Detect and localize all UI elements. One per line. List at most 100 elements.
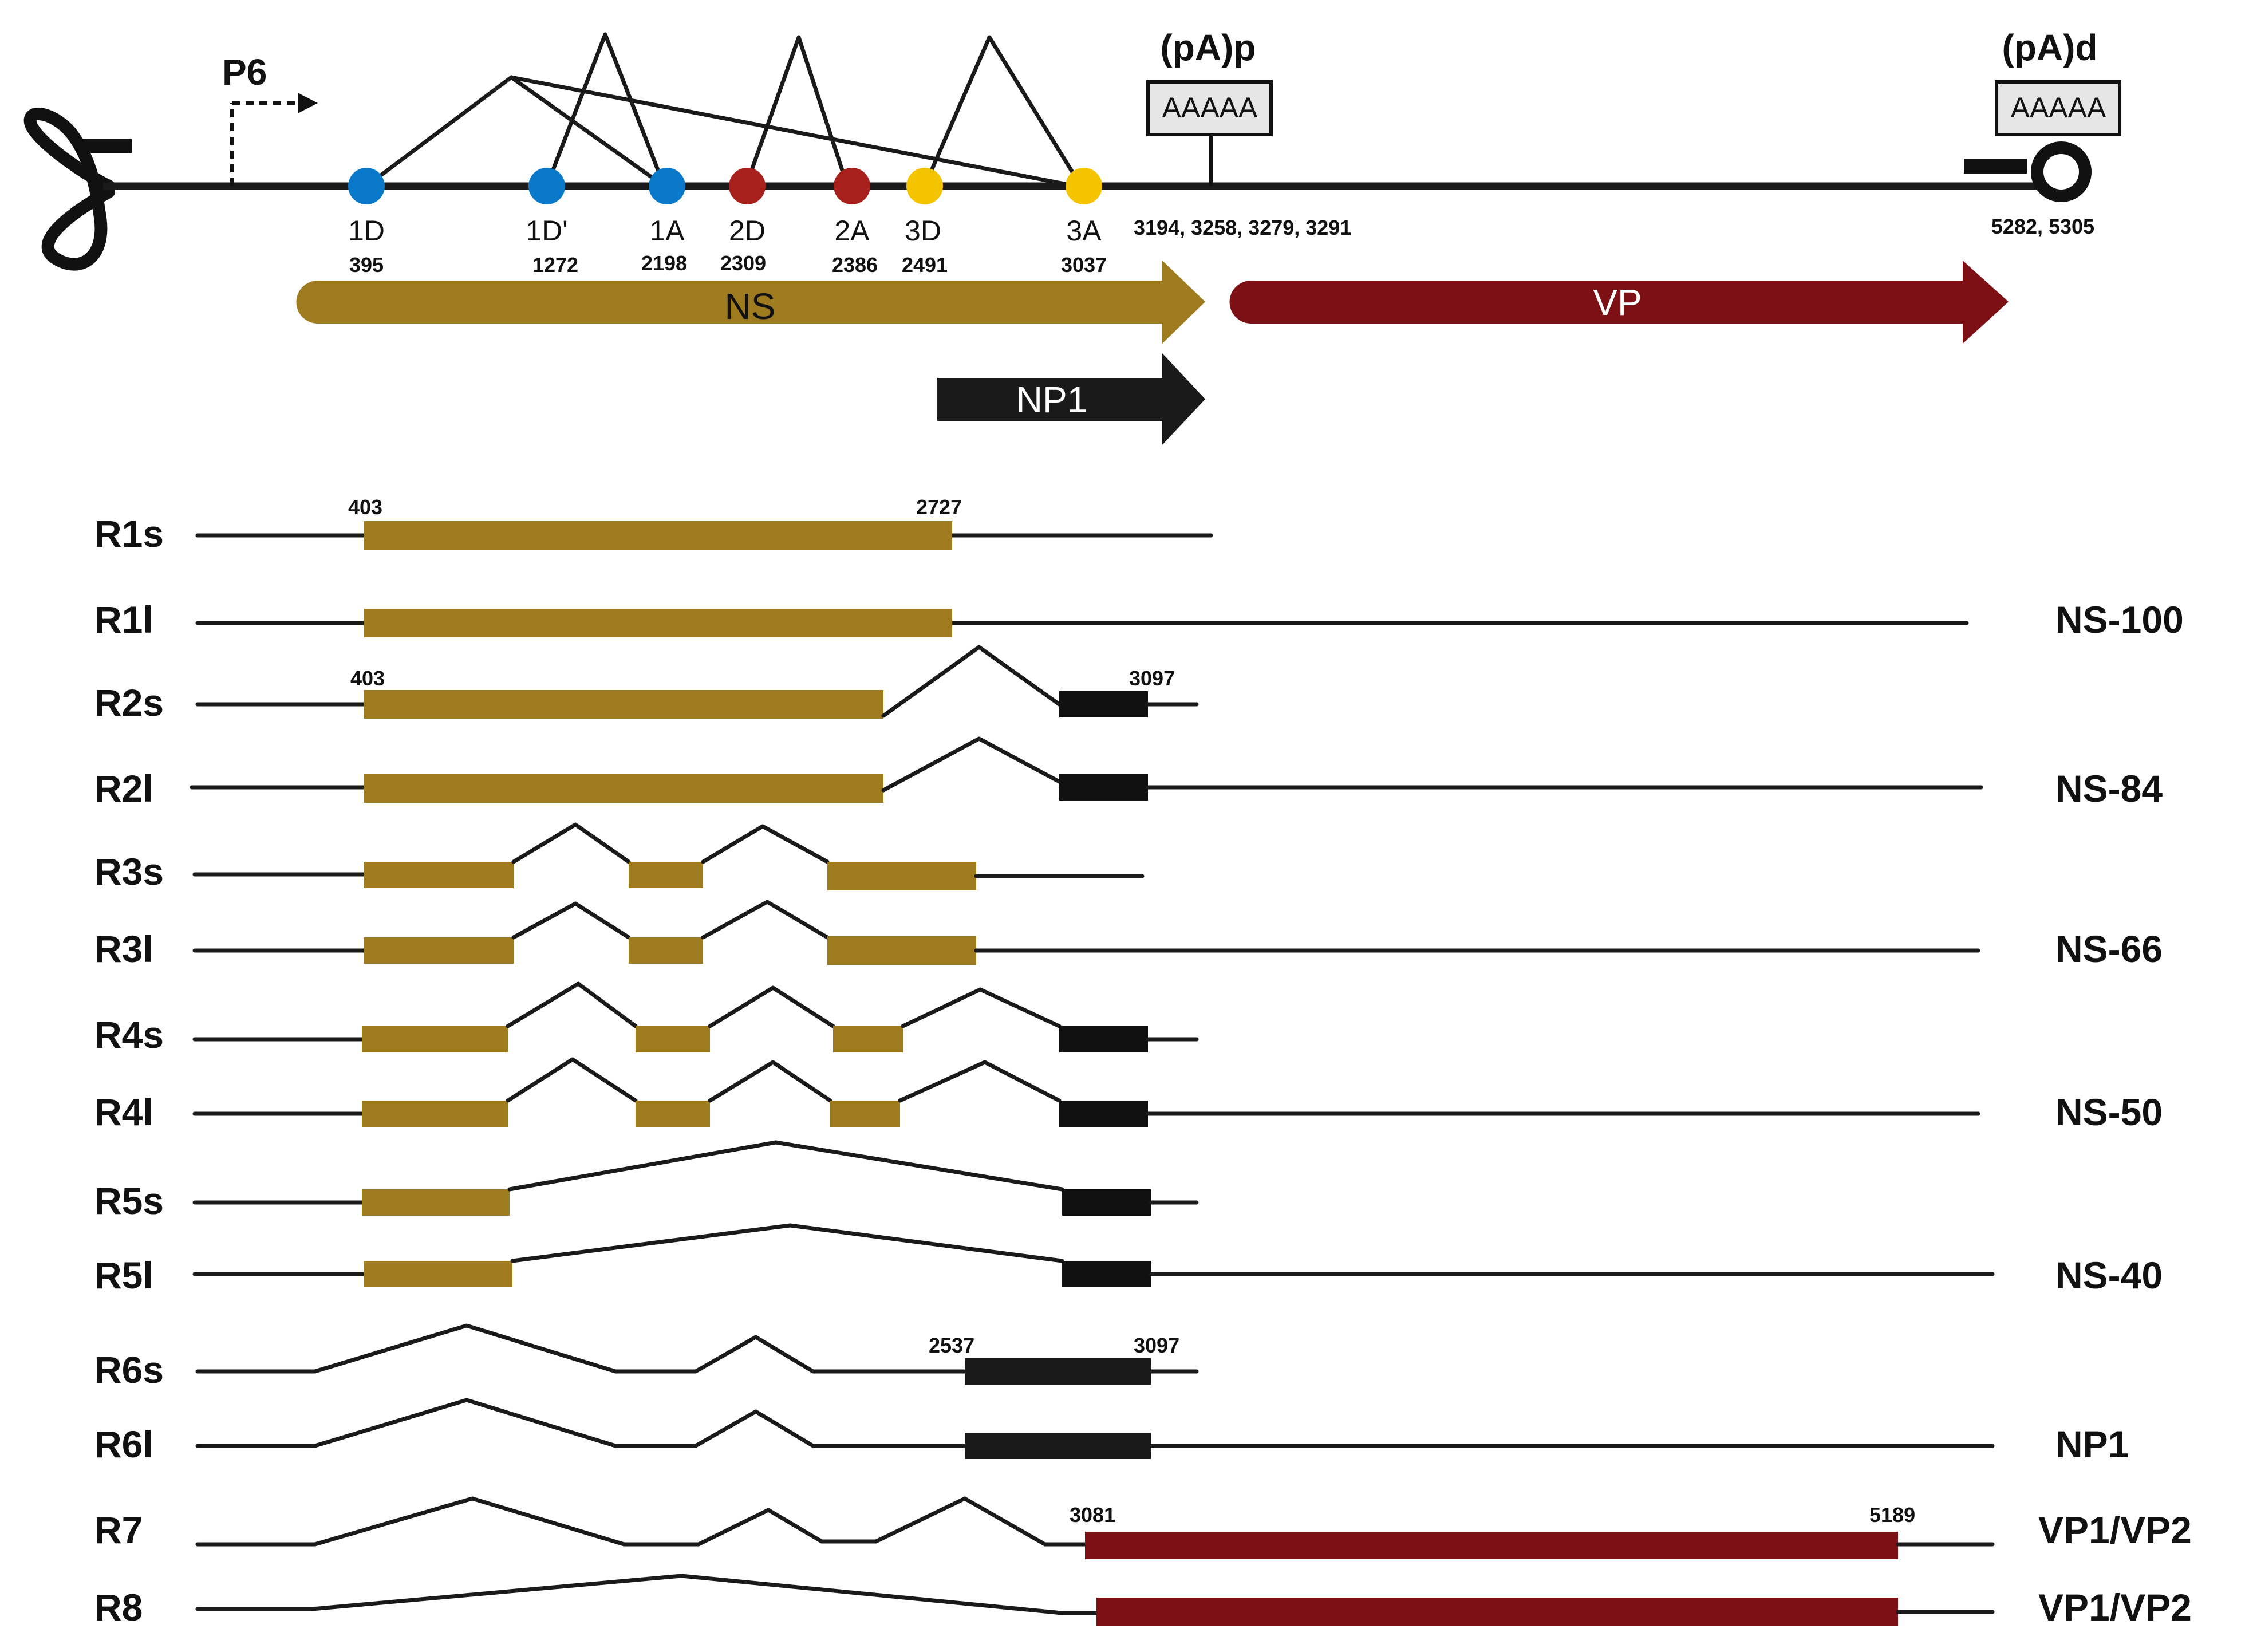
transcript-r2s: 403 3097 xyxy=(195,645,1199,719)
transcript-r1s: 403 2727 xyxy=(195,495,1213,550)
ns-exon xyxy=(636,1026,710,1052)
splice-site-1Dprime xyxy=(528,168,565,204)
transcript-r5l xyxy=(192,1223,1995,1287)
left-hairpin-terminus xyxy=(23,108,115,271)
vp-exon xyxy=(1085,1532,1898,1559)
polya-distal: AAAAA (pA)d 5282, 5305 xyxy=(1991,27,2121,238)
coordinate-label: 2537 xyxy=(929,1334,974,1357)
protein-label: VP1/VP2 xyxy=(2038,1509,2192,1551)
transcript-name: R3s xyxy=(94,850,164,893)
ns-exon xyxy=(636,1101,710,1127)
transcript-name: R5s xyxy=(94,1180,164,1222)
splice-site-name: 3D xyxy=(905,215,941,247)
splice-site-position: 395 xyxy=(349,253,384,277)
splice-site-position: 3037 xyxy=(1061,253,1107,277)
ns-exon xyxy=(364,774,883,803)
transcript-name: R4l xyxy=(94,1091,153,1133)
ns-exon xyxy=(362,1189,510,1216)
transcript-name: R4s xyxy=(94,1014,164,1056)
vp-orf-label: VP xyxy=(1593,282,1642,323)
np1-exon xyxy=(1059,691,1148,717)
splice-site-name: 2D xyxy=(729,215,766,247)
polya-proximal-box-text: AAAAA xyxy=(1162,92,1258,124)
np1-exon xyxy=(1059,1101,1148,1127)
np1-exon xyxy=(1062,1189,1151,1216)
transcript-name: R5l xyxy=(94,1254,153,1296)
transcript-r3s xyxy=(192,822,1145,890)
splice-site-position: 2491 xyxy=(902,253,948,277)
transcript-name: R3l xyxy=(94,928,153,970)
polya-proximal-positions: 3194, 3258, 3279, 3291 xyxy=(1134,216,1351,239)
protein-labels: NS-100 NS-84 NS-66 NS-50 NS-40 NP1 VP1/V… xyxy=(2038,598,2192,1629)
np1-exon xyxy=(965,1358,1151,1385)
splice-site-position: 2198 xyxy=(641,251,687,275)
splice-junctions xyxy=(364,32,1083,188)
ns-exon xyxy=(364,1261,512,1287)
polya-distal-box-text: AAAAA xyxy=(2011,92,2106,124)
splice-site-name: 3A xyxy=(1066,215,1102,247)
splice-site-name: 2A xyxy=(834,215,870,247)
transcript-r7: 3081 5189 xyxy=(195,1496,1995,1559)
splice-site-position: 2386 xyxy=(832,253,878,277)
np1-exon xyxy=(1062,1261,1151,1287)
splice-site-name: 1D' xyxy=(526,215,567,247)
protein-label: NS-100 xyxy=(2055,598,2184,641)
transcript-name: R8 xyxy=(94,1586,143,1629)
ns-orf-label: NS xyxy=(725,286,776,327)
splice-site-position: 2309 xyxy=(720,251,766,275)
polya-distal-label: (pA)d xyxy=(2002,27,2097,68)
splice-site-position: 1272 xyxy=(532,253,578,277)
transcript-r6l xyxy=(195,1398,1995,1459)
coordinate-label: 5189 xyxy=(1869,1503,1915,1527)
coordinate-label: 3097 xyxy=(1134,1334,1179,1357)
splice-site-positions: 395 1272 2198 2309 2386 2491 3037 xyxy=(349,251,1107,277)
coordinate-label: 2727 xyxy=(916,495,962,519)
ns-exon xyxy=(629,937,703,964)
ns-exon xyxy=(364,862,514,888)
transcript-name: R1s xyxy=(94,512,164,555)
polya-distal-positions: 5282, 5305 xyxy=(1991,215,2094,238)
ns-exon xyxy=(833,1026,903,1052)
ns-exon xyxy=(629,862,703,888)
transcript-name: R2s xyxy=(94,681,164,724)
ns-exon xyxy=(364,937,514,964)
protein-label: NS-50 xyxy=(2055,1091,2163,1133)
splice-site-names: 1D 1D' 1A 2D 2A 3D 3A xyxy=(348,215,1102,247)
protein-label: VP1/VP2 xyxy=(2038,1586,2192,1629)
protein-label: NS-40 xyxy=(2055,1254,2163,1296)
transcript-r1l xyxy=(195,609,1969,637)
transcript-r8 xyxy=(195,1574,1995,1626)
polya-distal-box xyxy=(1995,80,2121,136)
np1-orf-label: NP1 xyxy=(1016,379,1088,420)
splice-site-dots xyxy=(348,168,1102,204)
ns-exon xyxy=(364,521,952,550)
ns-exon xyxy=(362,1101,508,1127)
ns-exon xyxy=(830,1101,900,1127)
np1-orf-arrow xyxy=(937,353,1205,445)
splice-site-name: 1A xyxy=(649,215,685,247)
polya-proximal: AAAAA (pA)p 3194, 3258, 3279, 3291 xyxy=(1134,27,1351,239)
coordinate-label: 403 xyxy=(350,667,385,690)
transcript-r2l xyxy=(190,736,1983,803)
polya-proximal-label: (pA)p xyxy=(1160,27,1256,68)
transcript-names: R1s R1l R2s R2l R3s R3l R4s R4l R5s R5l … xyxy=(94,512,164,1629)
splice-site-1D xyxy=(348,168,385,204)
transcript-name: R1l xyxy=(94,598,153,641)
splice-site-2D xyxy=(729,168,766,204)
promoter-label: P6 xyxy=(222,52,267,93)
np1-exon xyxy=(1059,774,1148,801)
p6-promoter: P6 xyxy=(222,52,318,186)
transcript-name: R6s xyxy=(94,1349,164,1391)
splice-site-name: 1D xyxy=(348,215,385,247)
transcript-r3l xyxy=(192,900,1980,965)
transcript-name: R2l xyxy=(94,767,153,810)
protein-label: NP1 xyxy=(2055,1423,2129,1465)
transcript-r5s xyxy=(192,1140,1199,1216)
np1-exon xyxy=(1059,1026,1148,1052)
transcript-name: R6l xyxy=(94,1423,153,1465)
transcript-r6s: 2537 3097 xyxy=(195,1323,1199,1385)
ns-exon xyxy=(364,690,883,719)
splice-site-3D xyxy=(906,168,943,204)
vp-exon xyxy=(1096,1598,1898,1626)
